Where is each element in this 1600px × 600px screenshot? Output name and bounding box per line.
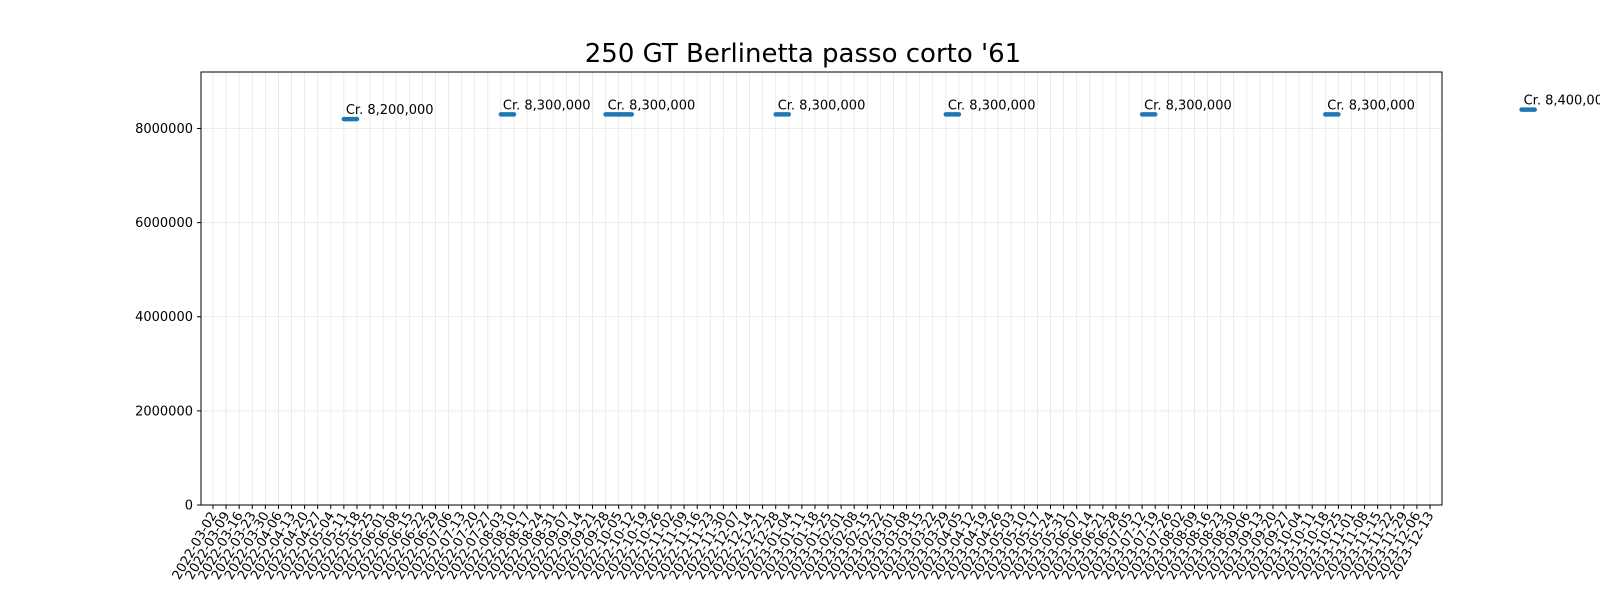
y-tick-label: 8000000 <box>135 122 193 137</box>
chart-title: 250 GT Berlinetta passo corto '61 <box>585 39 1021 69</box>
y-tick-label: 0 <box>185 499 193 514</box>
price-label: Cr. 8,300,000 <box>778 98 866 113</box>
price-label: Cr. 8,300,000 <box>1327 98 1415 113</box>
y-tick-label: 2000000 <box>135 404 193 419</box>
y-axis: 0 2000000 4000000 6000000 8000000 <box>135 122 201 514</box>
y-tick-label: 4000000 <box>135 310 193 325</box>
price-label: Cr. 8,300,000 <box>503 98 591 113</box>
plot-frame <box>201 72 1442 505</box>
price-label: Cr. 8,200,000 <box>346 103 434 118</box>
y-tick-label: 6000000 <box>135 216 193 231</box>
price-label: Cr. 8,300,000 <box>948 98 1036 113</box>
data-labels: Cr. 8,200,000 Cr. 8,300,000 Cr. 8,300,000 C… <box>346 94 1600 118</box>
grid-layer <box>201 72 1442 505</box>
price-label: Cr. 8,300,000 <box>608 98 696 113</box>
price-label: Cr. 8,300,000 <box>1144 98 1232 113</box>
price-label: Cr. 8,400,000 <box>1524 94 1600 109</box>
x-axis: 2022-03-022022-03-092022-03-162022-03-23… <box>170 505 1438 582</box>
